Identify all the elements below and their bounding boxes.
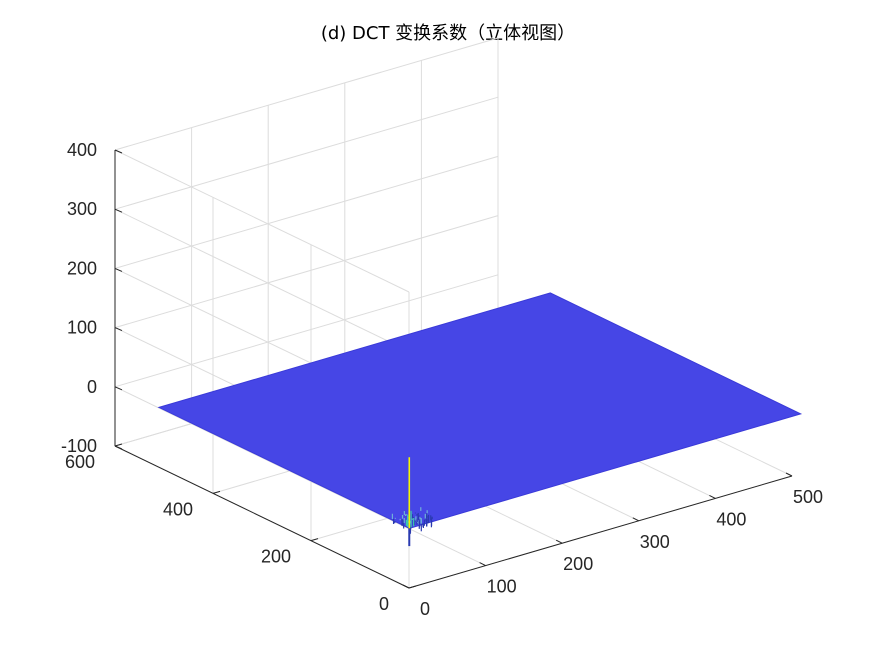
x-tick-label-5: 500 bbox=[793, 487, 823, 507]
tick-layer: 0 100 200 300 400 500 0 200 400 600-100 0 100 200 300… bbox=[61, 140, 823, 619]
grid-z-left-1 bbox=[114, 386, 410, 530]
x-tick-mark-4 bbox=[709, 494, 716, 499]
x-tick-label-1: 100 bbox=[487, 577, 517, 597]
x-axis-line bbox=[408, 475, 793, 589]
x-tick-label-4: 400 bbox=[716, 509, 746, 529]
y-tick-mark-3 bbox=[114, 443, 123, 447]
z-tick-label-4: 300 bbox=[67, 199, 97, 219]
y-tick-mark-1 bbox=[310, 538, 319, 542]
surface-layer bbox=[157, 292, 803, 547]
x-tick-mark-2 bbox=[555, 539, 563, 544]
chart-title: (d) DCT 变换系数（立体视图） bbox=[321, 23, 575, 44]
x-tick-mark-1 bbox=[479, 562, 486, 567]
y-tick-mark-0 bbox=[408, 585, 417, 589]
z-tick-label-3: 200 bbox=[67, 258, 97, 278]
grid-z-back-5 bbox=[114, 37, 499, 151]
x-tick-mark-5 bbox=[785, 472, 793, 477]
axis-layer bbox=[114, 150, 793, 589]
y-tick-label-1: 200 bbox=[261, 547, 291, 567]
z-tick-label-0: -100 bbox=[61, 436, 97, 456]
z-tick-mark-0 bbox=[114, 445, 123, 450]
x-tick-mark-0 bbox=[402, 584, 410, 589]
z-tick-label-5: 400 bbox=[67, 140, 97, 160]
grid-z-back-2 bbox=[114, 215, 499, 329]
x-tick-mark-3 bbox=[632, 517, 640, 522]
y-tick-mark-2 bbox=[212, 490, 221, 494]
grid-z-left-5 bbox=[114, 149, 410, 293]
y-tick-label-3: 600 bbox=[65, 452, 95, 472]
z-tick-mark-2 bbox=[114, 327, 123, 332]
z-tick-mark-4 bbox=[114, 208, 123, 213]
x-tick-label-3: 300 bbox=[640, 532, 670, 552]
z-tick-mark-1 bbox=[114, 386, 123, 391]
z-tick-label-2: 100 bbox=[67, 318, 97, 338]
x-tick-label-0: 0 bbox=[420, 599, 430, 619]
grid-z-back-4 bbox=[114, 96, 499, 210]
z-tick-mark-5 bbox=[114, 149, 123, 154]
grid-z-back-1 bbox=[114, 274, 499, 388]
grid-z-left-4 bbox=[114, 208, 410, 352]
y-tick-label-2: 400 bbox=[163, 499, 193, 519]
z-tick-mark-3 bbox=[114, 267, 123, 272]
y-axis-line bbox=[114, 445, 410, 589]
y-tick-label-0: 0 bbox=[379, 594, 389, 614]
x-tick-label-2: 200 bbox=[563, 554, 593, 574]
z-tick-label-1: 0 bbox=[87, 377, 97, 397]
grid-z-back-3 bbox=[114, 155, 499, 269]
surface-plane bbox=[157, 292, 803, 529]
